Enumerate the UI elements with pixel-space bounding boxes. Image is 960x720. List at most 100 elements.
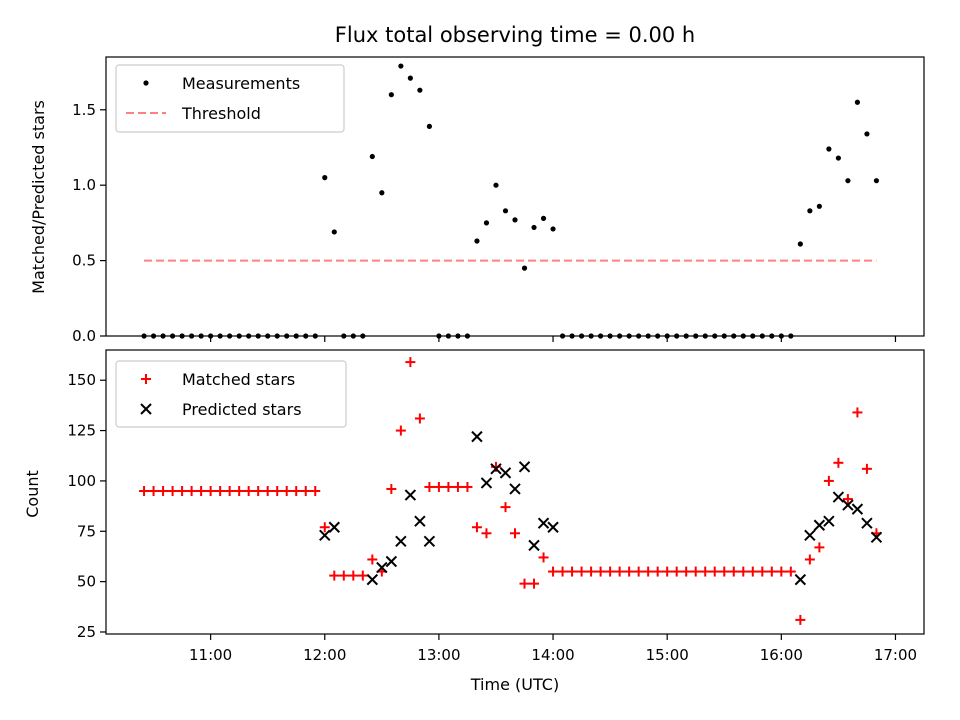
bottom-legend-swatch-d2	[140, 403, 152, 415]
matched-star-point	[624, 566, 635, 577]
matched-star-point	[576, 566, 587, 577]
measurement-point	[816, 203, 822, 209]
predicted-star-point-d2	[813, 519, 826, 531]
predicted-star-point-d2	[423, 535, 436, 548]
top-legend-label: Measurements	[182, 74, 300, 93]
bottom-y-axis-label: Count	[23, 470, 42, 518]
matched-star-point	[671, 566, 682, 577]
predicted-star-point-d2	[376, 561, 388, 574]
predicted-star-point-d2	[842, 499, 854, 511]
x-axis-label: Time (UTC)	[470, 675, 559, 694]
bottom-plot-panel: 25 50 75 100 125 150 11:00 12:00 13:00 14:00 15:0…	[23, 349, 925, 694]
measurement-point	[854, 99, 861, 105]
matched-star-point	[348, 570, 359, 581]
chart-title: Flux total observing time = 0.00 h	[335, 23, 695, 47]
matched-star-point	[205, 485, 216, 496]
predicted-star-point-d2	[509, 483, 521, 495]
measurement-point	[797, 241, 803, 247]
top-y-tick-label: 0.0	[72, 327, 96, 345]
top-y-axis-ticks: 0.0 0.5 1.0 1.5	[72, 101, 106, 345]
matched-star-point	[852, 407, 863, 418]
predicted-star-point-d2	[385, 555, 398, 568]
matched-star-point	[700, 566, 711, 577]
predicted-star-point	[537, 517, 550, 529]
predicted-star-point	[366, 573, 379, 586]
bottom-x-tick-label: 16:00	[760, 646, 803, 664]
bottom-x-axis-ticks: 11:00 12:00 13:00 14:00 15:00 16:00 17:00	[189, 634, 917, 664]
bottom-x-tick-label: 13:00	[417, 646, 460, 664]
matched-star-point	[471, 522, 482, 533]
predicted-star-point	[804, 529, 816, 542]
predicted-star-point-d2	[528, 539, 540, 552]
matched-star-point	[329, 570, 340, 581]
predicted-star-point	[471, 430, 483, 443]
bottom-y-tick-label: 50	[77, 573, 96, 591]
predicted-star-point	[376, 561, 388, 574]
bottom-y-tick-label: 150	[67, 371, 96, 389]
top-plot-frame	[105, 56, 925, 337]
measurement-point	[493, 182, 499, 188]
predicted-star-point	[509, 483, 521, 495]
matched-star-point	[272, 485, 283, 496]
predicted-star-point	[794, 573, 807, 586]
measurement-point	[369, 153, 375, 160]
measurement-point	[322, 175, 328, 181]
predicted-star-point-d2	[794, 573, 807, 586]
matched-star-point	[510, 528, 520, 539]
predicted-star-point-d2	[471, 430, 483, 443]
measurement-point	[807, 208, 813, 214]
top-legend: Measurements Threshold	[115, 64, 345, 133]
matched-star-point	[405, 357, 416, 368]
matched-star-point	[357, 570, 368, 581]
predicted-star-point	[414, 515, 426, 527]
matched-star-point	[424, 481, 435, 492]
matched-star-point	[614, 566, 625, 577]
matched-star-point	[548, 566, 559, 577]
matched-star-point	[567, 566, 578, 577]
predicted-star-point-d2	[547, 521, 559, 533]
top-x-axis-ticks	[210, 336, 897, 342]
matched-star-point	[167, 485, 178, 496]
matched-star-point	[433, 481, 444, 492]
matched-star-point	[529, 578, 540, 589]
predicted-star-point-d2	[404, 489, 417, 501]
matched-star-point	[158, 485, 169, 496]
matched-star-point	[833, 457, 844, 468]
matched-star-point	[395, 425, 406, 436]
predicted-star-point-d2	[537, 517, 550, 529]
predicted-star-point-d2	[870, 531, 883, 544]
predicted-star-point-d2	[518, 461, 531, 473]
measurement-point	[864, 131, 870, 137]
matched-star-point	[605, 566, 616, 577]
matched-star-point	[557, 566, 568, 577]
predicted-star-point-d2	[480, 477, 493, 489]
measurement-point	[531, 224, 537, 231]
matched-star-point	[719, 566, 730, 577]
matched-star-point	[224, 485, 235, 496]
matched-star-point	[319, 522, 330, 533]
predicted-star-point-d2	[499, 467, 512, 479]
matched-star-point	[795, 614, 806, 625]
matched-star-point	[776, 566, 787, 577]
matched-star-point	[177, 485, 188, 496]
matched-star-point	[490, 461, 501, 472]
measurement-point	[873, 178, 880, 184]
top-y-tick-label: 0.5	[72, 252, 96, 270]
measurement-point	[331, 229, 337, 235]
predicted-star-point-d2	[804, 529, 816, 542]
measurement-point	[835, 155, 841, 161]
matched-star-point	[243, 485, 254, 496]
measurement-point	[512, 217, 518, 223]
matched-star-point	[215, 485, 226, 496]
measurement-point	[474, 238, 480, 244]
matched-star-point	[662, 566, 673, 577]
matched-star-point	[823, 475, 834, 486]
matched-star-point	[234, 485, 245, 496]
matched-star-point	[367, 554, 378, 565]
predicted-star-point	[395, 535, 407, 548]
predicted-star-point-d2	[861, 517, 873, 529]
matched-star-point	[481, 528, 492, 539]
top-plot-panel: 0.0 0.5 1.0 1.5 Matched/Predicted stars Mea…	[29, 56, 925, 345]
bottom-legend-box	[115, 360, 347, 428]
top-y-axis-label: Matched/Predicted stars	[29, 100, 48, 294]
